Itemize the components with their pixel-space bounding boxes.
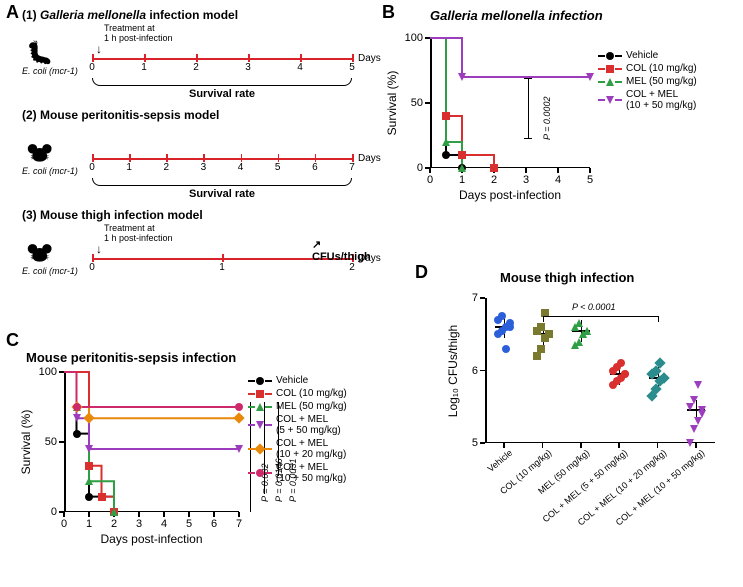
legend-item: COL (10 mg/kg): [598, 63, 738, 74]
organism-label: E. coli (mcr-1): [22, 266, 78, 276]
panel-c-legend: Vehicle COL (10 mg/kg) MEL (50 mg/kg) COL +…: [248, 375, 383, 486]
panel-b-chart: 050100012345Survival (%)Days post-infect…: [430, 38, 590, 168]
legend-item: COL + MEL(5 + 50 mg/kg): [248, 414, 383, 436]
panel-d-title: Mouse thigh infection: [500, 270, 634, 285]
panel-b-label: B: [382, 2, 395, 23]
panel-b-title: Galleria mellonella infection: [430, 8, 603, 23]
schem-row-title: (1) Galleria mellonella infection model: [22, 8, 238, 22]
legend-item: COL + MEL(10 + 50 mg/kg): [598, 89, 738, 111]
panel-c-chart: 05010001234567Survival (%)Days post-infe…: [64, 372, 239, 512]
legend-item: MEL (50 mg/kg): [248, 401, 383, 412]
schem-row-title: (2) Mouse peritonitis-sepsis model: [22, 108, 219, 122]
panel-d-chart: 567Log₁₀ CFUs/thighVehicleCOL (10 mg/kg)…: [485, 298, 715, 443]
legend-item: Vehicle: [598, 50, 738, 61]
timeline: [92, 58, 352, 60]
panel-d-label: D: [415, 262, 428, 283]
organism-label: E. coli (mcr-1): [22, 166, 78, 176]
panel-a-schematics: (1) Galleria mellonella infection model 🐛…: [22, 8, 372, 318]
schem-row-title: (3) Mouse thigh infection model: [22, 208, 203, 222]
legend-item: Vehicle: [248, 375, 383, 386]
panel-b-legend: Vehicle COL (10 mg/kg) MEL (50 mg/kg) COL +…: [598, 50, 738, 113]
panel-c-label: C: [6, 330, 19, 351]
larva-icon: 🐛: [26, 40, 53, 66]
legend-item: MEL (50 mg/kg): [598, 76, 738, 87]
legend-item: COL (10 mg/kg): [248, 388, 383, 399]
legend-item: COL + MEL(10 + 20 mg/kg): [248, 438, 383, 460]
mouse-icon: 🐭: [26, 140, 53, 166]
panel-c-title: Mouse peritonitis-sepsis infection: [26, 350, 236, 365]
legend-item: COL + MEL(10 + 50 mg/kg): [248, 462, 383, 484]
panel-a-label: A: [6, 2, 19, 23]
organism-label: E. coli (mcr-1): [22, 66, 78, 76]
timeline: [92, 158, 352, 160]
mouse-icon: 🐭: [26, 240, 53, 266]
